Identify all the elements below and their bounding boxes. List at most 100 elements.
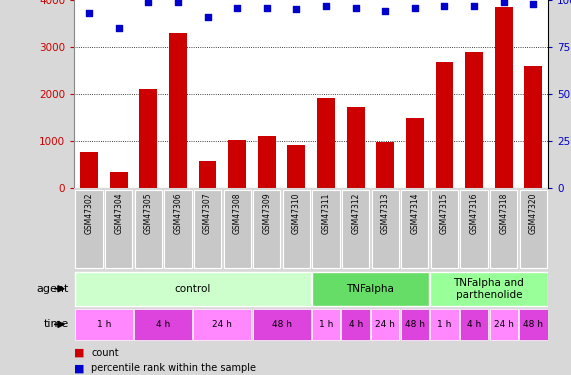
Point [411, 4, 420, 10]
Text: 48 h: 48 h [524, 320, 544, 329]
Bar [199, 161, 216, 188]
Bar [312, 309, 340, 340]
Point [469, 3, 478, 9]
Point [144, 0, 153, 5]
Point [499, 0, 508, 5]
Point [381, 8, 390, 14]
Text: GSM47316: GSM47316 [469, 192, 478, 234]
Point [232, 4, 242, 10]
Bar [436, 62, 453, 188]
Text: GSM47315: GSM47315 [440, 192, 449, 234]
Text: 24 h: 24 h [494, 320, 514, 329]
Bar [134, 309, 192, 340]
Bar [164, 190, 191, 267]
Bar [406, 118, 424, 188]
Text: GSM47309: GSM47309 [262, 192, 271, 234]
Text: GSM47312: GSM47312 [351, 192, 360, 234]
Text: percentile rank within the sample: percentile rank within the sample [91, 363, 256, 373]
Bar [312, 272, 429, 306]
Bar [431, 272, 548, 306]
Bar [317, 99, 335, 188]
Point [262, 4, 271, 10]
Bar [371, 309, 400, 340]
Bar [139, 89, 157, 188]
Point [85, 10, 94, 16]
Text: GSM47304: GSM47304 [114, 192, 123, 234]
Bar [524, 66, 542, 188]
Text: GSM47305: GSM47305 [144, 192, 153, 234]
Text: GSM47306: GSM47306 [174, 192, 182, 234]
Bar [194, 309, 251, 340]
Bar [228, 140, 246, 188]
Bar [347, 107, 364, 188]
Point [203, 14, 212, 20]
Bar [110, 172, 127, 188]
Bar [135, 190, 162, 267]
Point [292, 6, 301, 12]
Bar [253, 190, 280, 267]
Bar [75, 190, 103, 267]
Text: 4 h: 4 h [467, 320, 481, 329]
Bar [520, 190, 547, 267]
Point [321, 3, 331, 9]
Bar [223, 190, 251, 267]
Bar [519, 309, 548, 340]
Text: 48 h: 48 h [405, 320, 425, 329]
Bar [401, 190, 428, 267]
Text: GSM47318: GSM47318 [499, 192, 508, 234]
Text: time: time [43, 320, 69, 329]
Text: ■: ■ [74, 348, 85, 358]
Text: 1 h: 1 h [319, 320, 333, 329]
Bar [258, 136, 276, 188]
Bar [287, 146, 305, 188]
Text: GSM47307: GSM47307 [203, 192, 212, 234]
Text: 24 h: 24 h [375, 320, 395, 329]
Text: 4 h: 4 h [348, 320, 363, 329]
Text: GSM47314: GSM47314 [411, 192, 419, 234]
Bar [372, 190, 399, 267]
Bar [431, 309, 459, 340]
Point [351, 4, 360, 10]
Text: GSM47320: GSM47320 [529, 192, 538, 234]
Text: TNFalpha and
parthenolide: TNFalpha and parthenolide [453, 278, 524, 300]
Bar [252, 309, 311, 340]
Bar [194, 190, 221, 267]
Bar [169, 33, 187, 188]
Bar [460, 190, 488, 267]
Bar [376, 142, 394, 188]
Bar [75, 309, 133, 340]
Text: TNFalpha: TNFalpha [347, 284, 395, 294]
Point [114, 25, 123, 31]
Text: 4 h: 4 h [156, 320, 170, 329]
Text: agent: agent [36, 284, 69, 294]
Text: GSM47308: GSM47308 [232, 192, 242, 234]
Bar [401, 309, 429, 340]
Bar [75, 272, 311, 306]
Bar [80, 152, 98, 188]
Bar [341, 309, 370, 340]
Bar [431, 190, 458, 267]
Bar [283, 190, 310, 267]
Text: ■: ■ [74, 363, 85, 373]
Bar [490, 190, 517, 267]
Text: GSM47310: GSM47310 [292, 192, 301, 234]
Bar [489, 309, 518, 340]
Text: GSM47311: GSM47311 [321, 192, 331, 234]
Bar [495, 7, 513, 188]
Point [174, 0, 183, 5]
Bar [460, 309, 488, 340]
Bar [342, 190, 369, 267]
Point [440, 3, 449, 9]
Text: 1 h: 1 h [437, 320, 452, 329]
Bar [105, 190, 132, 267]
Point [529, 1, 538, 7]
Bar [312, 190, 340, 267]
Bar [465, 52, 483, 188]
Text: GSM47302: GSM47302 [85, 192, 94, 234]
Text: 24 h: 24 h [212, 320, 232, 329]
Text: count: count [91, 348, 119, 358]
Text: control: control [175, 284, 211, 294]
Text: 48 h: 48 h [272, 320, 292, 329]
Text: GSM47313: GSM47313 [381, 192, 390, 234]
Text: 1 h: 1 h [96, 320, 111, 329]
